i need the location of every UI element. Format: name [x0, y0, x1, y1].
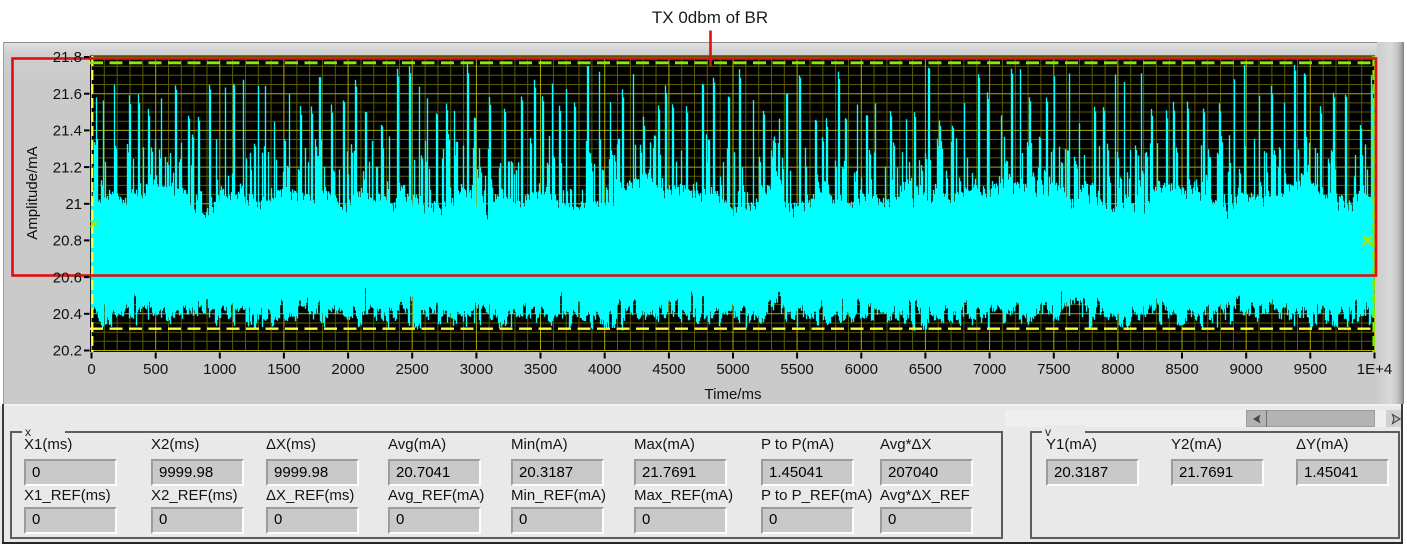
svg-text:8000: 8000 [1101, 361, 1134, 378]
svg-text:2000: 2000 [331, 361, 364, 378]
svg-text:20.4: 20.4 [53, 306, 82, 323]
svg-text:Amplitude/mA: Amplitude/mA [24, 146, 41, 239]
svg-text:7500: 7500 [1037, 361, 1070, 378]
svg-text:5000: 5000 [716, 361, 749, 378]
svg-text:9500: 9500 [1294, 361, 1327, 378]
svg-text:500: 500 [143, 361, 168, 378]
svg-text:7000: 7000 [973, 361, 1006, 378]
svg-text:8500: 8500 [1165, 361, 1198, 378]
svg-text:21.2: 21.2 [53, 159, 82, 176]
svg-text:21: 21 [65, 196, 82, 213]
svg-text:2500: 2500 [396, 361, 429, 378]
svg-text:6500: 6500 [909, 361, 942, 378]
svg-text:5500: 5500 [780, 361, 813, 378]
svg-text:1500: 1500 [267, 361, 300, 378]
svg-text:21.8: 21.8 [53, 49, 82, 66]
svg-text:20.8: 20.8 [53, 233, 82, 250]
svg-text:6000: 6000 [845, 361, 878, 378]
svg-text:3500: 3500 [524, 361, 557, 378]
svg-text:9000: 9000 [1230, 361, 1263, 378]
svg-text:20.6: 20.6 [53, 269, 82, 286]
svg-text:3000: 3000 [460, 361, 493, 378]
svg-text:4000: 4000 [588, 361, 621, 378]
svg-text:21.4: 21.4 [53, 123, 82, 140]
svg-text:1000: 1000 [203, 361, 236, 378]
svg-text:21.6: 21.6 [53, 86, 82, 103]
svg-text:20.2: 20.2 [53, 343, 82, 360]
svg-text:1E+4: 1E+4 [1357, 361, 1392, 378]
svg-text:Time/ms: Time/ms [705, 386, 762, 403]
svg-text:4500: 4500 [652, 361, 685, 378]
svg-text:0: 0 [87, 361, 95, 378]
